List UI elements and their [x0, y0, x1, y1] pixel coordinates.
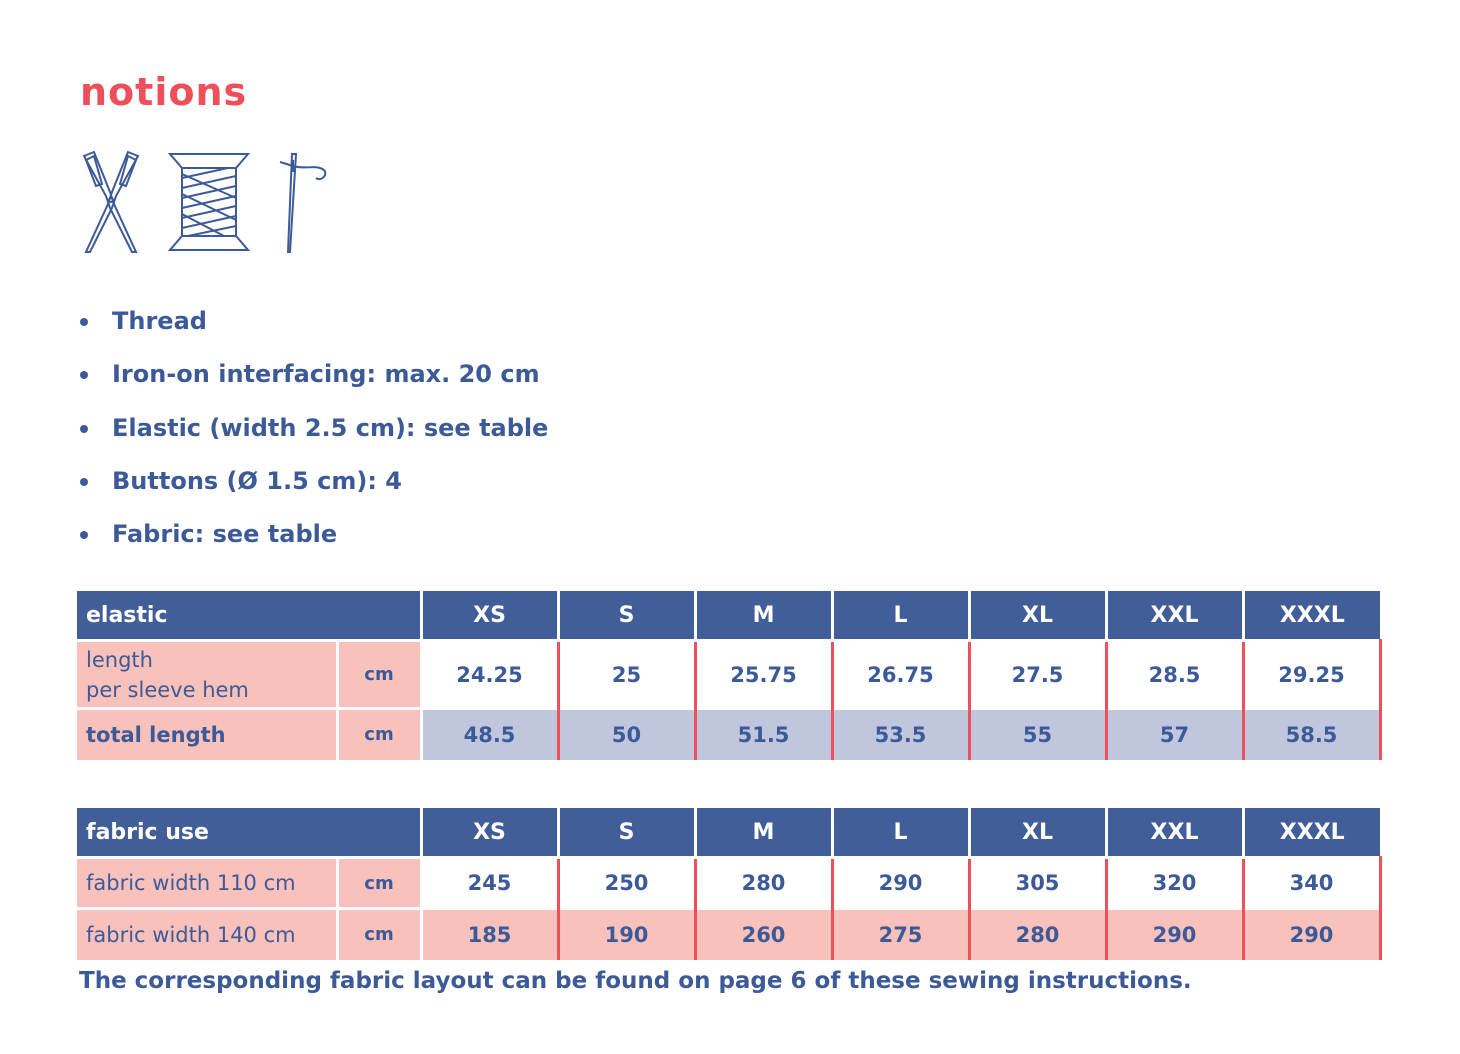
thread-spool-icon — [168, 153, 250, 251]
row-label: fabric width 110 cm — [77, 856, 339, 909]
table-cell: 29.25 — [1243, 639, 1382, 709]
unit-cell: cm — [337, 907, 423, 960]
size-header: L — [832, 808, 971, 858]
bullet-icon — [80, 424, 88, 433]
size-header: M — [695, 591, 834, 641]
table-cell: 55 — [969, 707, 1108, 760]
row-label-line: per sleeve hem — [86, 677, 249, 702]
table-cell: 50 — [558, 707, 697, 760]
table-cell: 51.5 — [695, 707, 834, 760]
table-row: fabric width 110 cm cm 245 250 280 290 3… — [77, 856, 1382, 909]
table-row: length per sleeve hem cm 24.25 25 25.75 2… — [77, 639, 1382, 709]
unit-cell: cm — [337, 856, 423, 909]
notions-list: Thread Iron-on interfacing: max. 20 cm E… — [78, 300, 548, 566]
bullet-icon — [80, 318, 88, 326]
bullet-icon — [80, 477, 88, 486]
table-cell: 290 — [1106, 907, 1245, 960]
elastic-table: elastic XS S M L XL XXL XXXL length per s… — [77, 591, 1382, 760]
table-title: fabric use — [77, 808, 423, 858]
fabric-use-table: fabric use XS S M L XL XXL XXXL fabric w… — [77, 808, 1382, 960]
size-header: XL — [969, 591, 1108, 641]
bullet-icon — [80, 371, 88, 380]
size-header: XXL — [1106, 591, 1245, 641]
table-title: elastic — [77, 591, 423, 641]
row-label: length per sleeve hem — [77, 639, 339, 709]
table-cell: 28.5 — [1106, 639, 1245, 709]
size-header: S — [558, 591, 697, 641]
table-cell: 290 — [1243, 907, 1382, 960]
table-cell: 53.5 — [832, 707, 971, 760]
table-cell: 58.5 — [1243, 707, 1382, 760]
table-cell: 320 — [1106, 856, 1245, 909]
table-cell: 190 — [558, 907, 697, 960]
size-header: L — [832, 591, 971, 641]
table-cell: 340 — [1243, 856, 1382, 909]
size-header: M — [695, 808, 834, 858]
page-title: notions — [80, 70, 248, 114]
size-header: XXXL — [1243, 591, 1381, 641]
table-cell: 24.25 — [419, 639, 560, 709]
table-cell: 57 — [1106, 707, 1245, 760]
table-cell: 280 — [695, 856, 834, 909]
row-label: total length — [77, 707, 339, 760]
list-item: Buttons (Ø 1.5 cm): 4 — [78, 460, 548, 513]
table-cell: 290 — [832, 856, 971, 909]
list-item: Elastic (width 2.5 cm): see table — [78, 407, 548, 460]
scissors-icon — [82, 150, 140, 253]
list-item: Iron-on interfacing: max. 20 cm — [78, 353, 548, 406]
list-item: Fabric: see table — [78, 513, 548, 566]
table-cell: 280 — [969, 907, 1108, 960]
table-cell: 27.5 — [969, 639, 1108, 709]
size-header: XXL — [1106, 808, 1245, 858]
table-cell: 48.5 — [419, 707, 560, 760]
table-cell: 275 — [832, 907, 971, 960]
bullet-icon — [80, 531, 88, 540]
list-item: Thread — [78, 300, 548, 353]
table-row: fabric width 140 cm cm 185 190 260 275 2… — [77, 907, 1382, 960]
table-cell: 260 — [695, 907, 834, 960]
unit-cell: cm — [337, 639, 423, 709]
row-label: fabric width 140 cm — [77, 907, 339, 960]
needle-icon — [279, 153, 327, 253]
size-header: XS — [421, 591, 560, 641]
table-header-row: fabric use XS S M L XL XXL XXXL — [77, 808, 1380, 858]
footer-note: The corresponding fabric layout can be f… — [79, 968, 1192, 994]
row-label-line: length — [86, 647, 153, 672]
size-header: XS — [421, 808, 560, 858]
unit-cell: cm — [337, 707, 423, 760]
table-cell: 305 — [969, 856, 1108, 909]
table-cell: 26.75 — [832, 639, 971, 709]
table-cell: 245 — [419, 856, 560, 909]
table-cell: 250 — [558, 856, 697, 909]
size-header: S — [558, 808, 697, 858]
table-cell: 185 — [419, 907, 560, 960]
table-header-row: elastic XS S M L XL XXL XXXL — [77, 591, 1381, 641]
table-cell: 25 — [558, 639, 697, 709]
size-header: XXXL — [1243, 808, 1380, 858]
table-row: total length cm 48.5 50 51.5 53.5 55 57 … — [77, 707, 1382, 760]
size-header: XL — [969, 808, 1108, 858]
table-cell: 25.75 — [695, 639, 834, 709]
notions-icons — [76, 148, 336, 258]
